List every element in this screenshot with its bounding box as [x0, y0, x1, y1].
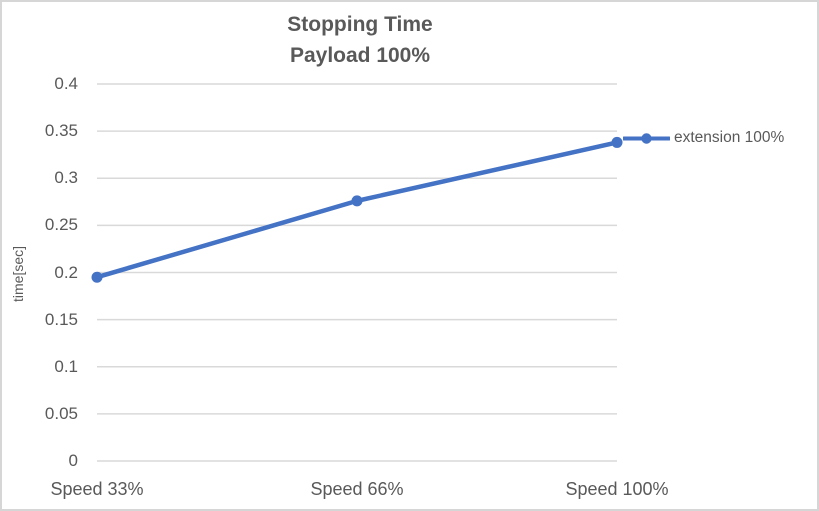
legend: extension 100% [623, 129, 784, 147]
y-tick-label: 0.3 [54, 168, 78, 188]
y-tick-label: 0.1 [54, 356, 78, 376]
x-tick-label: Speed 100% [565, 479, 669, 499]
y-tick-label: 0.4 [54, 74, 78, 93]
data-point-marker [611, 136, 623, 148]
series-line [94, 140, 620, 280]
data-point-marker [91, 271, 103, 283]
y-tick-label: 0.25 [44, 215, 78, 235]
chart-title-line2: Payload 100% [289, 44, 431, 67]
legend-key-icon [623, 132, 670, 144]
y-tick-label: 0 [68, 451, 78, 470]
y-tick-label: 0.15 [44, 309, 78, 329]
chart-title: Stopping Time Payload 100% [2, 9, 718, 71]
y-tick-label: 0.35 [44, 121, 78, 141]
x-tick-label: Speed 66% [310, 479, 404, 499]
y-tick-label: 0.2 [54, 262, 78, 282]
x-tick-label: Speed 33% [50, 479, 144, 499]
chart-title-line1: Stopping Time [287, 13, 433, 36]
data-point-marker [351, 195, 363, 207]
y-tick-label: 0.05 [44, 403, 78, 423]
legend-series-label: extension 100% [674, 129, 785, 146]
